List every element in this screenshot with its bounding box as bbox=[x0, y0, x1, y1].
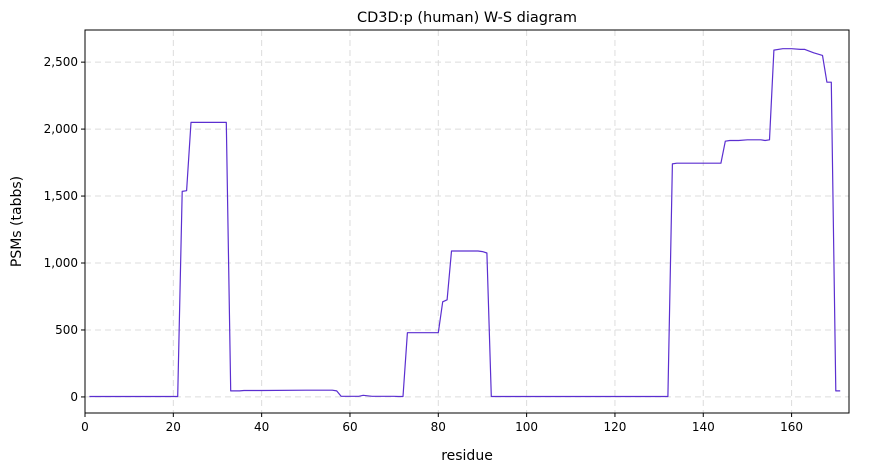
chart-title: CD3D:p (human) W-S diagram bbox=[357, 10, 577, 26]
y-tick-label: 0 bbox=[70, 390, 78, 404]
x-tick-label: 80 bbox=[431, 420, 446, 434]
y-axis-ticks: 0 500 1,000 1,500 2,000 2,500 bbox=[44, 55, 85, 404]
x-tick-label: 0 bbox=[81, 420, 89, 434]
axes-frame bbox=[84, 29, 850, 414]
series-line bbox=[89, 48, 841, 398]
x-tick-label: 60 bbox=[342, 420, 357, 434]
y-tick-label: 2,500 bbox=[44, 55, 78, 69]
y-tick-label: 1,000 bbox=[44, 256, 78, 270]
plot-area bbox=[89, 48, 841, 398]
y-tick-label: 2,000 bbox=[44, 122, 78, 136]
x-axis-title: residue bbox=[441, 448, 493, 464]
x-tick-label: 100 bbox=[515, 420, 538, 434]
x-axis-ticks: 0 20 40 60 80 100 120 140 160 bbox=[81, 413, 803, 434]
x-tick-label: 120 bbox=[603, 420, 626, 434]
y-tick-label: 1,500 bbox=[44, 189, 78, 203]
x-tick-label: 140 bbox=[692, 420, 715, 434]
x-tick-label: 40 bbox=[254, 420, 269, 434]
x-tick-label: 160 bbox=[780, 420, 803, 434]
plot-frame bbox=[84, 29, 850, 414]
x-tick-label: 20 bbox=[166, 420, 181, 434]
y-tick-label: 500 bbox=[55, 323, 78, 337]
y-axis-title: PSMs (tabbs) bbox=[9, 176, 25, 267]
grid bbox=[84, 30, 849, 413]
